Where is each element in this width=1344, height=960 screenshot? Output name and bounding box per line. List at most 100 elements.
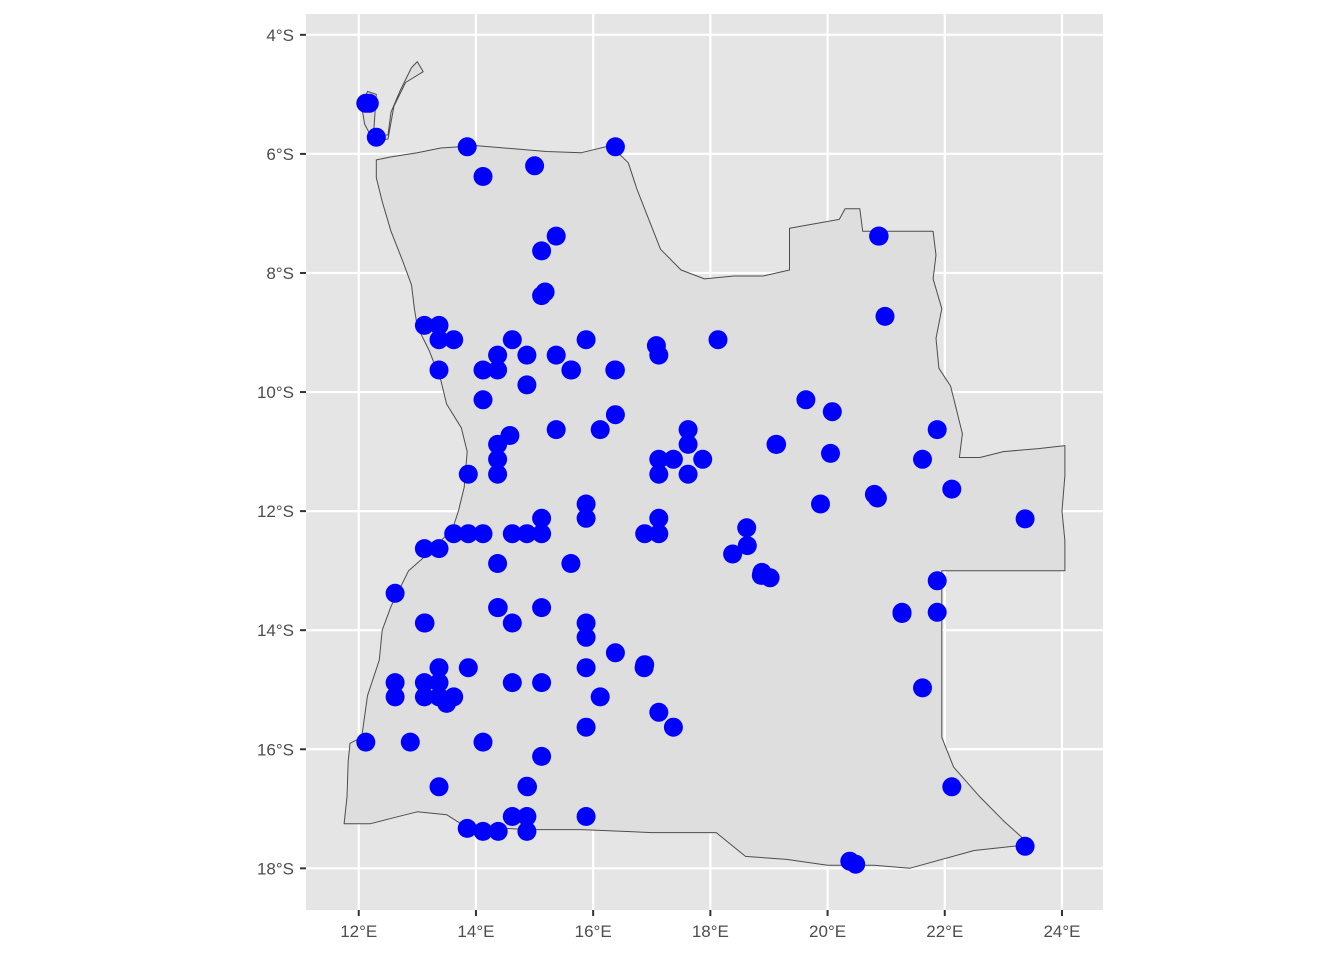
y-tick-label: 8°S bbox=[266, 264, 294, 283]
data-point bbox=[811, 494, 830, 514]
data-point bbox=[576, 494, 596, 514]
data-point bbox=[678, 464, 698, 484]
data-point bbox=[605, 643, 625, 663]
data-point bbox=[693, 449, 713, 469]
data-point bbox=[546, 226, 566, 246]
data-point bbox=[562, 360, 581, 380]
data-point bbox=[532, 746, 552, 766]
data-point bbox=[502, 613, 522, 633]
data-point bbox=[663, 449, 683, 469]
data-point bbox=[532, 673, 552, 693]
x-tick-label: 24°E bbox=[1043, 922, 1080, 941]
data-point bbox=[590, 420, 610, 440]
data-point bbox=[473, 732, 493, 752]
data-point bbox=[385, 673, 405, 693]
y-tick-label: 12°S bbox=[257, 502, 294, 521]
data-point bbox=[723, 544, 743, 564]
data-point bbox=[678, 420, 698, 440]
data-point bbox=[532, 286, 552, 306]
data-point bbox=[546, 345, 566, 365]
data-point bbox=[634, 658, 654, 678]
data-point bbox=[429, 315, 449, 335]
data-point bbox=[576, 613, 596, 633]
y-tick-label: 4°S bbox=[266, 26, 294, 45]
data-point bbox=[576, 330, 596, 350]
data-point bbox=[502, 524, 522, 544]
data-point bbox=[649, 702, 669, 722]
data-point bbox=[488, 464, 508, 484]
data-point bbox=[678, 434, 698, 454]
data-point bbox=[605, 405, 625, 425]
data-point bbox=[525, 156, 545, 176]
data-point bbox=[444, 524, 464, 544]
data-point bbox=[821, 443, 840, 463]
data-point bbox=[942, 479, 962, 499]
data-point bbox=[517, 375, 537, 395]
data-point bbox=[473, 360, 493, 380]
data-point bbox=[458, 658, 478, 678]
data-point bbox=[1015, 509, 1035, 529]
data-point bbox=[561, 554, 581, 573]
data-point bbox=[517, 821, 537, 841]
data-point bbox=[927, 602, 947, 622]
data-point bbox=[649, 345, 669, 365]
data-point bbox=[502, 673, 522, 693]
data-point bbox=[429, 658, 449, 678]
data-point bbox=[488, 554, 508, 573]
data-point bbox=[414, 673, 434, 693]
data-point bbox=[532, 598, 552, 618]
data-point bbox=[473, 167, 493, 186]
data-point bbox=[927, 420, 947, 440]
data-point bbox=[708, 330, 728, 350]
y-tick-label: 14°S bbox=[257, 621, 294, 640]
data-point bbox=[502, 330, 522, 350]
data-point bbox=[760, 568, 780, 588]
data-point bbox=[444, 687, 464, 707]
angola-outline bbox=[343, 61, 1066, 869]
data-point bbox=[796, 390, 816, 410]
data-point bbox=[517, 524, 537, 544]
data-point bbox=[532, 524, 552, 544]
data-point bbox=[359, 93, 379, 113]
data-point bbox=[576, 717, 596, 737]
data-point bbox=[635, 524, 655, 544]
x-tick-label: 14°E bbox=[457, 922, 494, 941]
data-point bbox=[892, 604, 912, 623]
data-point bbox=[414, 315, 434, 335]
y-tick-label: 18°S bbox=[257, 859, 294, 878]
data-point bbox=[605, 137, 625, 157]
data-point bbox=[488, 821, 508, 841]
data-point bbox=[942, 777, 962, 797]
data-point bbox=[444, 330, 464, 350]
data-point bbox=[473, 390, 493, 410]
data-point bbox=[488, 434, 508, 454]
data-point bbox=[875, 306, 895, 326]
data-point bbox=[429, 777, 449, 797]
data-point bbox=[576, 658, 596, 678]
data-point bbox=[429, 673, 449, 693]
data-point bbox=[385, 687, 405, 707]
y-tick-label: 10°S bbox=[257, 383, 294, 402]
data-point bbox=[415, 613, 435, 633]
data-point bbox=[488, 345, 508, 365]
data-point bbox=[663, 717, 683, 737]
data-point bbox=[518, 777, 537, 797]
data-point bbox=[649, 508, 669, 528]
data-point bbox=[576, 627, 596, 647]
x-tick-label: 12°E bbox=[340, 922, 377, 941]
data-point bbox=[400, 732, 420, 752]
data-point bbox=[429, 360, 449, 380]
data-point bbox=[737, 536, 757, 556]
data-point bbox=[502, 807, 522, 826]
data-point bbox=[457, 818, 477, 838]
data-point bbox=[532, 508, 552, 528]
data-point bbox=[488, 360, 508, 380]
data-point bbox=[927, 571, 947, 591]
data-point bbox=[457, 137, 477, 157]
data-point bbox=[649, 524, 669, 544]
data-point bbox=[737, 518, 757, 538]
x-tick-label: 16°E bbox=[575, 922, 612, 941]
data-point bbox=[414, 539, 434, 559]
data-point bbox=[590, 687, 610, 707]
data-point bbox=[913, 678, 932, 698]
